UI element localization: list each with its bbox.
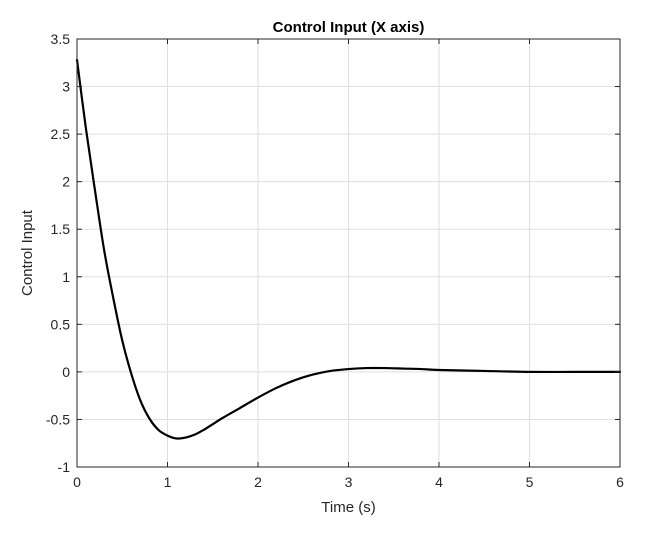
series-line [75,58,622,440]
y-axis-title: Control Input [19,209,36,296]
y-tick-label: -0.5 [46,411,70,427]
y-tick-label: 0.5 [51,316,71,332]
y-tick-label: 2 [62,174,70,190]
y-tick-label: 3.5 [51,31,71,47]
x-tick-label: 0 [73,474,81,490]
x-axis-title: Time (s) [321,499,375,516]
series-layer [75,58,622,440]
y-tick-label: 1.5 [51,221,71,237]
y-tick-label: 1 [62,269,70,285]
y-tick-label: -1 [58,459,71,475]
x-tick-label: 2 [254,474,262,490]
tick-layer: 0 1 2 3 4 5 6 -1 -0.5 0 0.5 1 1.5 2 2.5 3 3.5 [46,31,624,490]
x-tick-label: 1 [164,474,172,490]
x-tick-label: 3 [345,474,353,490]
x-tick-label: 4 [435,474,443,490]
x-tick-label: 5 [526,474,534,490]
x-tick-label: 6 [616,474,624,490]
y-tick-label: 0 [62,364,70,380]
y-tick-label: 2.5 [51,126,71,142]
chart-title: Control Input (X axis) [273,19,425,36]
y-tick-label: 3 [62,79,70,95]
